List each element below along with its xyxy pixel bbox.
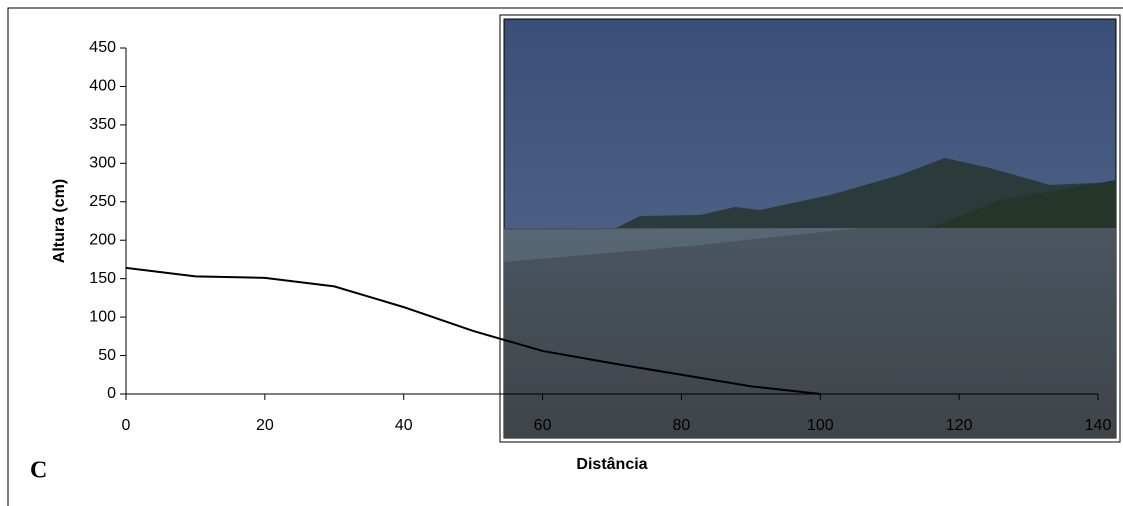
y-tick-label: 50	[98, 347, 116, 364]
panel-label: C	[30, 458, 47, 484]
line	[125, 266, 821, 395]
x-tick-label: 60	[534, 417, 552, 434]
photo	[499, 14, 1121, 443]
y-tick-label: 200	[89, 231, 116, 248]
y-axis-label: Altura (cm)	[51, 179, 68, 263]
y-tick-label: 0	[107, 385, 116, 402]
x-tick-label: 20	[256, 417, 274, 434]
x-tick-label: 120	[946, 417, 973, 434]
y-tick-label: 150	[89, 270, 116, 287]
y-tick-label: 450	[89, 39, 116, 56]
x-tick-label: 100	[807, 417, 834, 434]
x-tick-label: 140	[1085, 417, 1112, 434]
x-tick-label: 0	[122, 417, 131, 434]
y-tick-label: 100	[89, 308, 116, 325]
y-tick-label: 250	[89, 193, 116, 210]
x-tick-label: 40	[395, 417, 413, 434]
y-tick-label: 350	[89, 116, 116, 133]
y-tick-label: 300	[89, 155, 116, 172]
frame	[7, 7, 1123, 506]
y-tick-label: 400	[89, 78, 116, 95]
x-tick-label: 80	[673, 417, 691, 434]
x-axis-label: Distância	[576, 456, 647, 473]
